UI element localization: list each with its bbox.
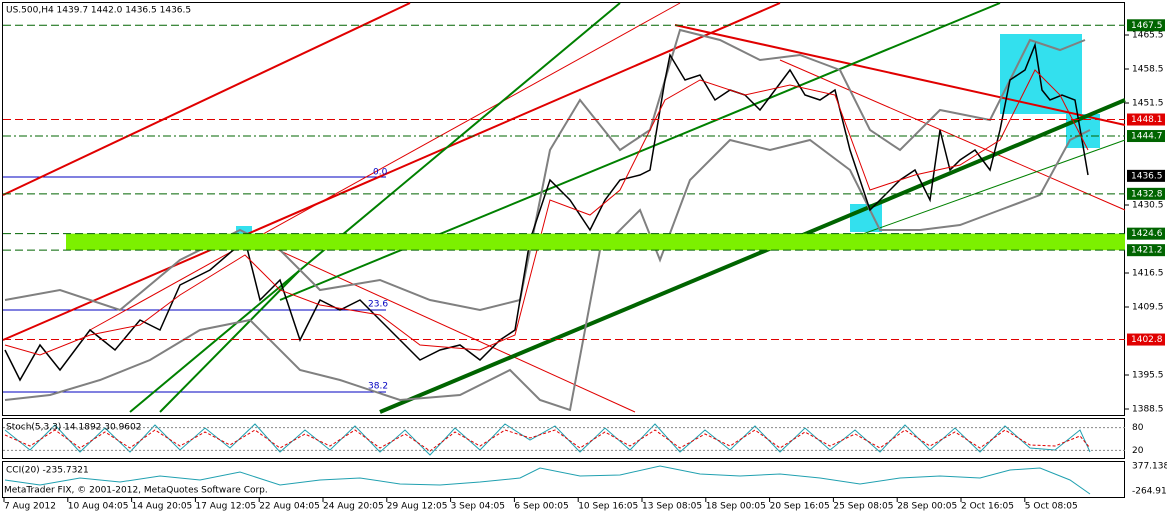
- stoch-tick-label: 20: [1132, 446, 1144, 456]
- stoch-signal: [4, 429, 1091, 452]
- trend-line: [129, 2, 621, 413]
- time-label: 18 Sep 00:05: [706, 502, 766, 512]
- moving-average: [4, 69, 1089, 356]
- level-label-box: [1127, 113, 1165, 126]
- level-label-box: [1127, 169, 1165, 182]
- fib-label: 23.6: [368, 300, 388, 310]
- cci-pane: [2, 461, 1125, 498]
- level-label: 1402.8: [1131, 335, 1163, 345]
- time-label: 10 Sep 16:05: [578, 502, 638, 512]
- price-tick-label: 1388.5: [1132, 405, 1164, 415]
- time-label: 25 Sep 08:05: [833, 502, 893, 512]
- trend-line: [244, 234, 636, 413]
- level-label: 1424.6: [1131, 229, 1163, 239]
- time-label: 22 Aug 04:05: [259, 502, 320, 512]
- chart-header: US.500,H4 1439.7 1442.0 1436.5 1436.5: [6, 6, 191, 16]
- level-label-box: [1127, 244, 1165, 257]
- price-tick-label: 1465.5: [1132, 31, 1164, 41]
- trend-line: [2, 2, 411, 196]
- level-label: 1467.5: [1131, 21, 1163, 31]
- fib-label: 38.2: [368, 382, 388, 392]
- time-label: 7 Aug 2012: [4, 502, 56, 512]
- level-label-box: [1127, 130, 1165, 143]
- time-label: 28 Sep 00:05: [897, 502, 957, 512]
- time-label: 14 Aug 20:05: [132, 502, 193, 512]
- level-label: 1421.2: [1131, 246, 1163, 256]
- price-line: [4, 42, 1089, 382]
- cci-tick-label: 377.1389: [1132, 462, 1167, 472]
- price-tick-label: 1409.5: [1132, 303, 1164, 313]
- trend-line: [159, 269, 301, 413]
- price-tick-label: 1395.5: [1132, 371, 1164, 381]
- stoch-pane: [2, 418, 1125, 459]
- level-label: 1444.7: [1131, 132, 1163, 142]
- trend-line: [674, 24, 1126, 126]
- time-label: 24 Aug 20:05: [323, 502, 384, 512]
- price-tick-label: 1416.5: [1132, 269, 1164, 279]
- level-label: 1448.1: [1131, 115, 1163, 125]
- stoch-main: [4, 423, 1091, 456]
- price-tick-label: 1458.5: [1132, 65, 1164, 75]
- main-pane: [2, 2, 1125, 416]
- footer: MetaTrader FIX, © 2001-2012, MetaQuotes …: [4, 486, 268, 496]
- price-tick-label: 1430.5: [1132, 201, 1164, 211]
- band-lower: [4, 129, 1091, 412]
- level-label-box: [1127, 227, 1165, 240]
- trend-line: [89, 2, 681, 331]
- fib-label: 0.0: [373, 168, 388, 178]
- trend-line: [779, 59, 1126, 211]
- time-label: 2 Oct 16:05: [961, 502, 1014, 512]
- time-label: 29 Aug 12:05: [387, 502, 448, 512]
- trend-line: [2, 2, 781, 341]
- time-label: 3 Sep 04:05: [451, 502, 505, 512]
- cci-label: CCI(20) -235.7321: [6, 466, 89, 476]
- level-label: 1436.5: [1131, 171, 1163, 181]
- stoch-tick-label: 80: [1132, 423, 1144, 433]
- time-label: 20 Sep 16:05: [770, 502, 830, 512]
- trend-line: [379, 98, 1126, 414]
- level-label-box: [1127, 19, 1165, 32]
- cci-line: [4, 465, 1091, 495]
- time-label: 17 Aug 12:05: [195, 502, 256, 512]
- time-label: 10 Aug 04:05: [68, 502, 129, 512]
- time-label: 6 Sep 00:05: [514, 502, 568, 512]
- level-label-box: [1127, 187, 1165, 200]
- price-tick-label: 1451.5: [1132, 99, 1164, 109]
- trend-line: [859, 139, 1126, 236]
- stoch-label: Stoch(5,3,3) 14.1892 30.9602: [6, 423, 141, 433]
- time-label: 13 Sep 08:05: [642, 502, 702, 512]
- level-label: 1432.8: [1131, 189, 1163, 199]
- support-zone: [66, 233, 1125, 251]
- level-label-box: [1127, 333, 1165, 346]
- cci-tick-label: -264.916: [1132, 487, 1167, 497]
- time-label: 5 Oct 08:05: [1025, 502, 1078, 512]
